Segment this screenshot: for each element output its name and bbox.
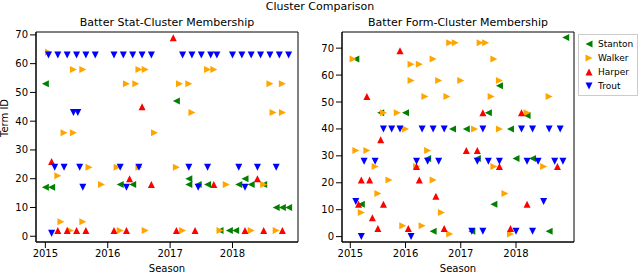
svg-text:20: 20 xyxy=(321,177,334,188)
svg-text:2018: 2018 xyxy=(503,248,528,259)
svg-text:40: 40 xyxy=(321,123,334,134)
svg-text:2018: 2018 xyxy=(220,248,245,259)
html-text:Stanton: Stanton xyxy=(598,39,634,49)
svg-text:2015: 2015 xyxy=(338,248,363,259)
svg-text:10: 10 xyxy=(15,202,28,213)
svg-text:2017: 2017 xyxy=(448,248,473,259)
html-text:Harper: Harper xyxy=(598,67,629,77)
svg-text:40: 40 xyxy=(15,116,28,127)
svg-text:2015: 2015 xyxy=(33,248,58,259)
svg-text:30: 30 xyxy=(15,144,28,155)
svg-text:0: 0 xyxy=(22,231,28,242)
svg-text:70: 70 xyxy=(15,29,28,40)
svg-text:50: 50 xyxy=(15,87,28,98)
svg-text:Season: Season xyxy=(440,263,476,274)
svg-text:10: 10 xyxy=(321,204,334,215)
html-text:Batter Form-Cluster Membership: Batter Form-Cluster Membership xyxy=(368,16,548,29)
html-text:Trout: Trout xyxy=(598,81,621,91)
svg-text:2016: 2016 xyxy=(393,248,418,259)
svg-text:2017: 2017 xyxy=(157,248,182,259)
html-text:Cluster Comparison: Cluster Comparison xyxy=(265,0,375,13)
svg-text:2016: 2016 xyxy=(95,248,120,259)
svg-text:60: 60 xyxy=(321,70,334,81)
html-text:Batter Stat-Cluster Membership: Batter Stat-Cluster Membership xyxy=(79,16,255,29)
svg-text:0: 0 xyxy=(328,231,334,242)
svg-text:60: 60 xyxy=(15,58,28,69)
svg-text:Term ID: Term ID xyxy=(8,99,10,138)
svg-text:Season: Season xyxy=(149,263,185,274)
html-text:Walker: Walker xyxy=(598,53,629,63)
svg-text:20: 20 xyxy=(15,173,28,184)
svg-text:70: 70 xyxy=(321,43,334,54)
svg-text:50: 50 xyxy=(321,97,334,108)
svg-text:30: 30 xyxy=(321,150,334,161)
